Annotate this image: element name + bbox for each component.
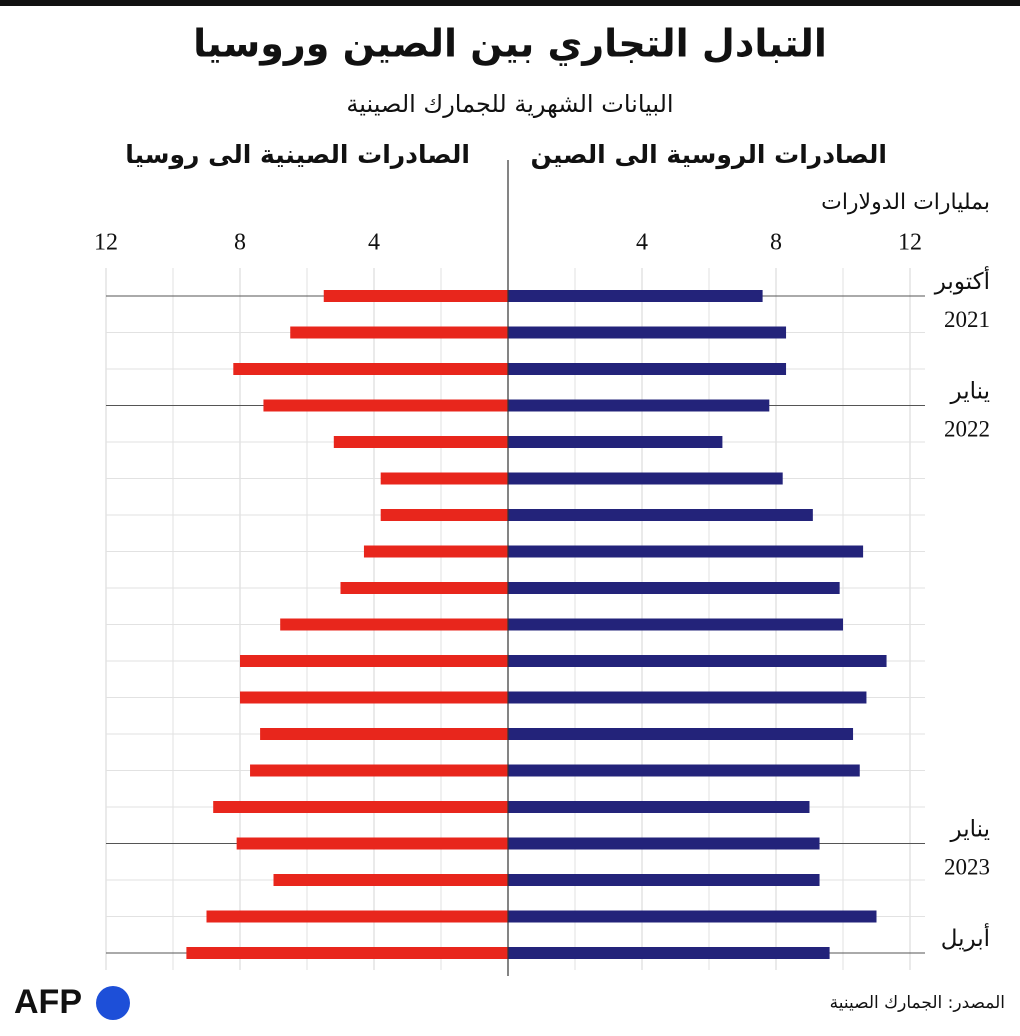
y-tick-label: أبريل xyxy=(941,923,990,952)
bar xyxy=(263,399,508,412)
bar xyxy=(240,655,508,667)
bar xyxy=(508,728,854,740)
bar xyxy=(508,472,783,485)
x-tick-label: 8 xyxy=(234,230,246,256)
bar xyxy=(280,618,508,631)
bar xyxy=(508,655,887,667)
y-tick-label: يناير 2022 xyxy=(944,379,990,442)
bar xyxy=(508,290,763,302)
chart-title: التبادل التجاري بين الصين وروسيا xyxy=(193,22,827,67)
bar xyxy=(213,801,508,813)
unit-label: بمليارات الدولارات xyxy=(821,190,990,215)
bar xyxy=(508,947,830,959)
bar xyxy=(236,837,508,850)
bar xyxy=(380,472,508,485)
logo: AFP xyxy=(14,983,82,1021)
bar xyxy=(363,545,508,558)
bar xyxy=(333,436,508,448)
series-header: الصادرات الصينية الى روسيا xyxy=(125,140,470,170)
bar xyxy=(508,363,787,375)
bar xyxy=(508,509,813,521)
x-tick-label: 12 xyxy=(94,230,118,256)
chart-subtitle: البيانات الشهرية للجمارك الصينية xyxy=(346,90,673,118)
source: المصدر: الجمارك الصينية xyxy=(830,993,1005,1013)
bar xyxy=(508,399,770,412)
bar xyxy=(323,290,508,302)
bar xyxy=(508,910,877,923)
series-header: الصادرات الروسية الى الصين xyxy=(530,140,887,170)
y-tick-label: يناير 2023 xyxy=(944,817,990,880)
bar xyxy=(340,582,508,594)
bar xyxy=(508,874,820,886)
bar xyxy=(508,618,843,631)
bar xyxy=(290,326,508,339)
bar xyxy=(240,691,508,704)
bar xyxy=(206,910,508,923)
x-tick-label: 8 xyxy=(770,230,782,256)
bar xyxy=(380,509,508,521)
bar xyxy=(508,326,787,339)
bar xyxy=(508,764,860,777)
bar xyxy=(508,801,810,813)
bar xyxy=(250,764,509,777)
bar xyxy=(233,363,509,375)
y-tick-label: أكتوبر 2021 xyxy=(934,266,990,332)
bar xyxy=(260,728,508,740)
bar xyxy=(273,874,508,886)
bar xyxy=(508,837,820,850)
bar xyxy=(186,947,508,959)
bar xyxy=(508,582,840,594)
top-bar xyxy=(0,0,1020,6)
x-tick-label: 4 xyxy=(368,230,380,256)
bar xyxy=(508,691,867,704)
x-tick-label: 4 xyxy=(636,230,648,256)
bar xyxy=(508,436,723,448)
logo-circle xyxy=(96,986,130,1020)
x-tick-label: 12 xyxy=(898,230,922,256)
bar xyxy=(508,545,864,558)
